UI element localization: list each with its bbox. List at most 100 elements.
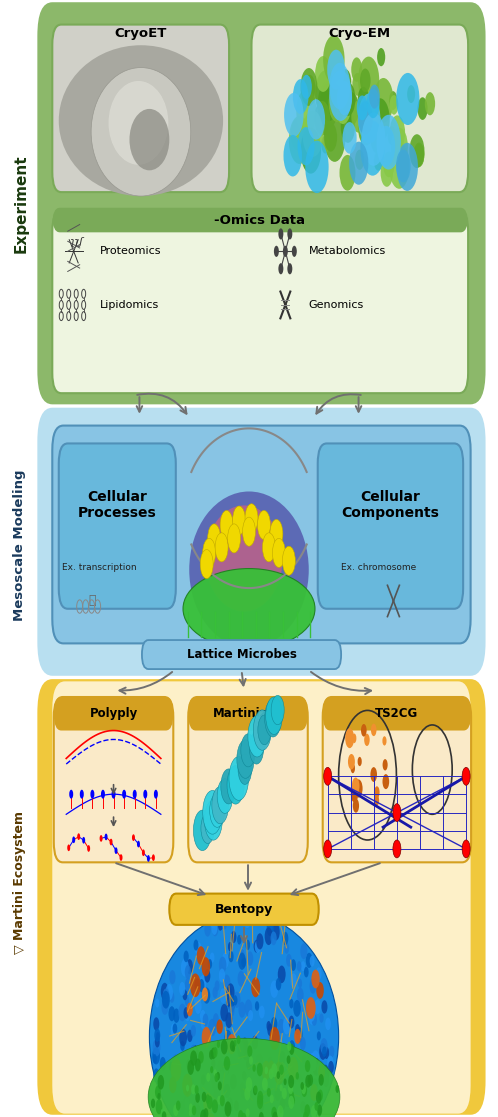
Text: Bentopy: Bentopy bbox=[215, 903, 273, 916]
Circle shape bbox=[234, 1040, 237, 1047]
Circle shape bbox=[289, 116, 310, 164]
Circle shape bbox=[233, 506, 246, 535]
Circle shape bbox=[203, 987, 210, 1004]
Circle shape bbox=[327, 1056, 334, 1069]
Circle shape bbox=[289, 1090, 294, 1101]
Circle shape bbox=[237, 1046, 244, 1060]
Circle shape bbox=[201, 1019, 205, 1029]
Circle shape bbox=[161, 999, 168, 1015]
FancyBboxPatch shape bbox=[52, 25, 229, 192]
Circle shape bbox=[185, 965, 191, 978]
Circle shape bbox=[295, 1075, 303, 1091]
Circle shape bbox=[186, 1085, 189, 1091]
Circle shape bbox=[190, 1044, 197, 1059]
Circle shape bbox=[301, 1083, 306, 1095]
Circle shape bbox=[209, 1044, 216, 1060]
Circle shape bbox=[199, 975, 206, 992]
Circle shape bbox=[252, 1035, 258, 1049]
Circle shape bbox=[185, 996, 189, 1006]
Circle shape bbox=[87, 846, 90, 852]
Circle shape bbox=[203, 1092, 213, 1114]
Circle shape bbox=[169, 1077, 176, 1094]
Circle shape bbox=[264, 699, 281, 737]
Circle shape bbox=[233, 992, 241, 1008]
Circle shape bbox=[306, 953, 313, 968]
Circle shape bbox=[241, 957, 246, 967]
Circle shape bbox=[142, 849, 145, 856]
Circle shape bbox=[195, 943, 202, 957]
Circle shape bbox=[195, 1092, 200, 1102]
Circle shape bbox=[413, 143, 424, 168]
Circle shape bbox=[371, 125, 383, 153]
Circle shape bbox=[223, 1060, 230, 1076]
Circle shape bbox=[274, 1061, 284, 1085]
Circle shape bbox=[277, 1040, 283, 1052]
Circle shape bbox=[262, 1078, 268, 1090]
Circle shape bbox=[303, 1092, 311, 1110]
Circle shape bbox=[153, 1018, 159, 1031]
Circle shape bbox=[321, 1065, 329, 1082]
Circle shape bbox=[318, 1089, 323, 1101]
Circle shape bbox=[291, 1096, 295, 1105]
Circle shape bbox=[266, 919, 274, 936]
Circle shape bbox=[185, 1010, 190, 1021]
Circle shape bbox=[229, 756, 249, 800]
Circle shape bbox=[280, 1085, 283, 1091]
Circle shape bbox=[300, 1037, 306, 1050]
Circle shape bbox=[322, 1047, 327, 1057]
Circle shape bbox=[396, 150, 411, 182]
Circle shape bbox=[278, 1019, 284, 1033]
Circle shape bbox=[241, 949, 245, 958]
Circle shape bbox=[305, 1075, 311, 1088]
Circle shape bbox=[173, 1009, 180, 1023]
Circle shape bbox=[315, 56, 331, 92]
Circle shape bbox=[353, 799, 359, 813]
Circle shape bbox=[157, 1092, 161, 1100]
Circle shape bbox=[312, 1050, 319, 1067]
Ellipse shape bbox=[59, 45, 223, 197]
Circle shape bbox=[267, 1023, 273, 1037]
Circle shape bbox=[202, 1027, 211, 1048]
Circle shape bbox=[173, 1023, 177, 1034]
Circle shape bbox=[271, 1016, 277, 1032]
Circle shape bbox=[169, 970, 176, 984]
Circle shape bbox=[242, 1071, 247, 1080]
Circle shape bbox=[382, 736, 386, 745]
Circle shape bbox=[305, 1060, 310, 1072]
Circle shape bbox=[166, 984, 173, 1001]
Circle shape bbox=[414, 144, 424, 166]
Circle shape bbox=[316, 982, 324, 999]
Circle shape bbox=[389, 95, 398, 115]
Circle shape bbox=[289, 999, 293, 1009]
Ellipse shape bbox=[149, 914, 339, 1117]
Circle shape bbox=[152, 1039, 160, 1057]
Circle shape bbox=[155, 1086, 161, 1099]
Circle shape bbox=[203, 791, 222, 834]
Circle shape bbox=[305, 1056, 309, 1066]
Circle shape bbox=[296, 1088, 303, 1106]
Text: 🧬: 🧬 bbox=[88, 594, 96, 608]
Circle shape bbox=[311, 970, 320, 989]
FancyBboxPatch shape bbox=[54, 697, 173, 862]
Circle shape bbox=[223, 1065, 228, 1076]
Circle shape bbox=[318, 80, 339, 128]
Circle shape bbox=[213, 986, 218, 999]
Circle shape bbox=[253, 939, 259, 953]
Circle shape bbox=[173, 1105, 178, 1116]
Circle shape bbox=[187, 1030, 193, 1042]
Circle shape bbox=[179, 1029, 187, 1047]
Circle shape bbox=[229, 1012, 233, 1022]
Circle shape bbox=[137, 841, 140, 848]
Circle shape bbox=[186, 960, 193, 974]
Circle shape bbox=[364, 734, 370, 746]
Circle shape bbox=[221, 1039, 228, 1054]
Circle shape bbox=[213, 1043, 218, 1053]
Circle shape bbox=[269, 1102, 273, 1113]
Circle shape bbox=[238, 1110, 244, 1117]
Circle shape bbox=[308, 1075, 313, 1086]
Circle shape bbox=[288, 1082, 293, 1095]
Circle shape bbox=[218, 1080, 224, 1094]
Circle shape bbox=[335, 87, 351, 124]
Circle shape bbox=[268, 1060, 274, 1075]
Circle shape bbox=[196, 1105, 201, 1116]
